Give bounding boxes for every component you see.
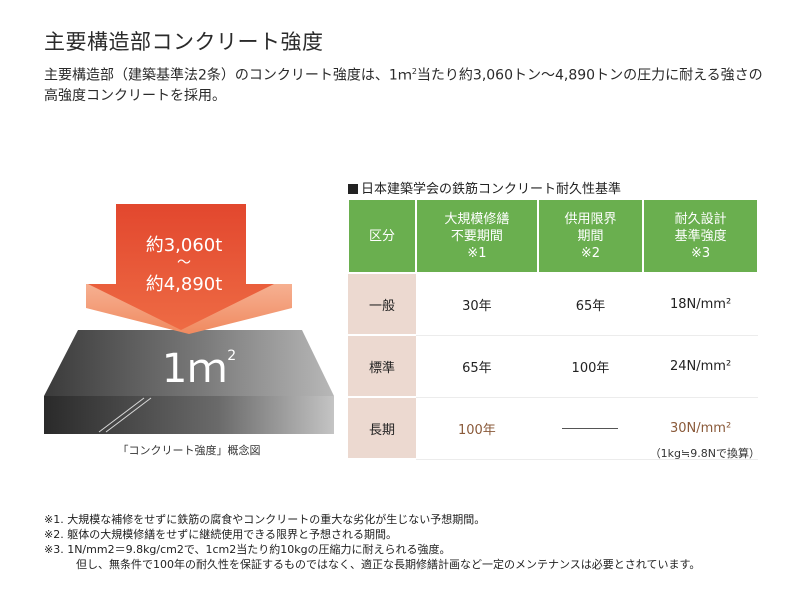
table-cell: 30N/mm²: [643, 397, 758, 460]
table-row: 一般 30年 65年 18N/mm²: [348, 273, 758, 336]
row-label: 長期: [348, 397, 416, 460]
header-major-repair: 大規模修繕 不要期間 ※1: [415, 198, 539, 274]
header-category: 区分: [347, 198, 417, 274]
row-label: 一般: [348, 273, 416, 336]
area-superscript: 2: [227, 348, 237, 364]
footnote-3: ※3. 1N/mm2＝9.8kg/cm2で、1cm2当たり約10kgの圧縮力に耐…: [44, 543, 451, 556]
row-label: 標準: [348, 335, 416, 398]
footnote-4: 但し、無条件で100年の耐久性を保証するものではなく、適正な長期修繕計画など一定…: [76, 558, 701, 571]
slab-top-face: [44, 330, 334, 396]
table-cell: 65年: [416, 335, 538, 398]
table-row: 標準 65年 100年 24N/mm²: [348, 335, 758, 398]
table-cell-empty: [537, 397, 644, 460]
lead-text-after: 当たり約3,060トン〜4,890トンの圧力に耐える強さの高強度コンクリートを採…: [44, 67, 763, 104]
illustration-caption: 「コンクリート強度」概念図: [117, 444, 261, 457]
lead-superscript: 2: [411, 67, 417, 76]
table-cell: 65年: [537, 273, 644, 336]
lead-text-before: 主要構造部（建築基準法2条）のコンクリート強度は、1ｍ: [44, 67, 412, 84]
lead-paragraph: 主要構造部（建築基準法2条）のコンクリート強度は、1ｍ2当たり約3,060トン〜…: [44, 62, 774, 106]
durability-standard-table: 区分 大規模修繕 不要期間 ※1 供用限界 期間 ※2 耐久設計 基準強度 ※3 一般 30…: [347, 198, 759, 460]
header-service-limit: 供用限界 期間 ※2: [536, 198, 645, 274]
arrow-label-max: 約4,890t: [145, 274, 223, 295]
table-cell: 100年: [537, 335, 644, 398]
table-header-row: 区分 大規模修繕 不要期間 ※1 供用限界 期間 ※2 耐久設計 基準強度 ※3: [347, 198, 759, 274]
table-cell: 24N/mm²: [643, 335, 758, 398]
table-cell: 18N/mm²: [643, 273, 758, 336]
arrow-shaft: [88, 204, 274, 330]
page-title: 主要構造部コンクリート強度: [44, 30, 324, 54]
dash-line: [562, 427, 619, 429]
pressure-arrow-diagram: [44, 204, 334, 434]
table-cell: 30年: [416, 273, 538, 336]
concrete-strength-illustration: 約3,060t 〜 約4,890t 1ｍ2 「コンクリート強度」概念図: [44, 196, 334, 457]
header-design-strength: 耐久設計 基準強度 ※3: [642, 198, 759, 274]
table-row: 長期 100年 30N/mm²: [348, 397, 758, 460]
arrow-label-min: 約3,060t: [145, 235, 223, 256]
table-title-text: 日本建築学会の鉄筋コンクリート耐久性基準: [361, 182, 622, 197]
footnote-2: ※2. 躯体の大規模修繕をせずに継続使用できる限界と予想される期間。: [44, 528, 397, 541]
unit-conversion-note: （1kg≒9.8Nで換算）: [649, 447, 760, 460]
square-bullet-icon: [348, 184, 358, 194]
slab-front-face: [44, 396, 334, 434]
area-label: 1ｍ2: [144, 336, 254, 394]
arrow-label-tilde: 〜: [177, 255, 191, 271]
table-cell: 100年: [416, 397, 538, 460]
footnotes: ※1. 大規模な補修をせずに鉄筋の腐食やコンクリートの重大な劣化が生じない予想期…: [44, 512, 784, 572]
area-value: 1ｍ: [161, 346, 228, 392]
table-title: 日本建築学会の鉄筋コンクリート耐久性基準: [348, 178, 621, 197]
footnote-1: ※1. 大規模な補修をせずに鉄筋の腐食やコンクリートの重大な劣化が生じない予想期…: [44, 513, 486, 526]
